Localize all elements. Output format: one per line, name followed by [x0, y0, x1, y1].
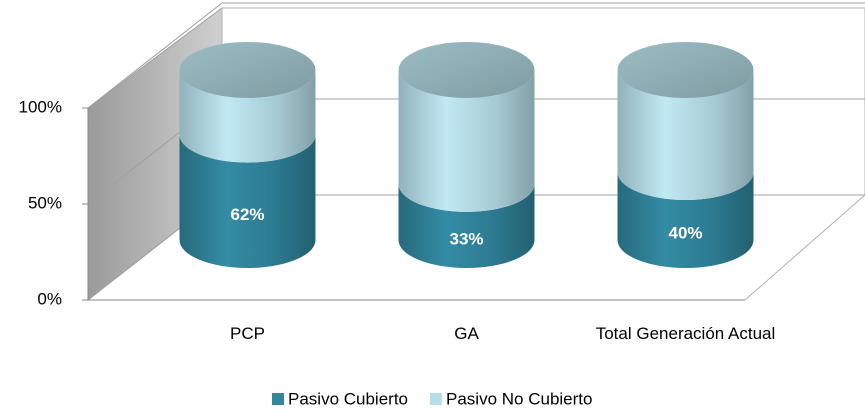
y-tick-label: 100%: [19, 97, 62, 116]
cylinder-top: [398, 42, 535, 98]
x-tick-label: Total Generación Actual: [595, 324, 776, 343]
cylinder-segment: [617, 172, 754, 269]
cylinder-segment: [398, 70, 535, 212]
cylinder-top: [617, 42, 754, 98]
cylinder-segment: [179, 70, 316, 163]
cylinder-top: [179, 42, 316, 98]
legend-swatch: [272, 393, 284, 405]
cylinder-segment: [179, 134, 316, 269]
back-wall: [221, 7, 865, 196]
cylinder-segment: [398, 183, 535, 269]
cylinder-segment: [617, 70, 754, 201]
value-label: 33%: [449, 229, 483, 248]
legend-label: Pasivo Cubierto: [288, 389, 408, 408]
value-label: 40%: [668, 223, 702, 242]
value-label: 62%: [230, 205, 264, 224]
x-tick-label: PCP: [230, 324, 265, 343]
x-tick-label: GA: [454, 324, 479, 343]
y-tick-label: 0%: [37, 289, 62, 308]
grid-line: [87, 2, 865, 109]
y-tick-label: 50%: [28, 193, 62, 212]
legend-swatch: [430, 393, 443, 405]
legend-label: Pasivo No Cubierto: [446, 389, 592, 408]
